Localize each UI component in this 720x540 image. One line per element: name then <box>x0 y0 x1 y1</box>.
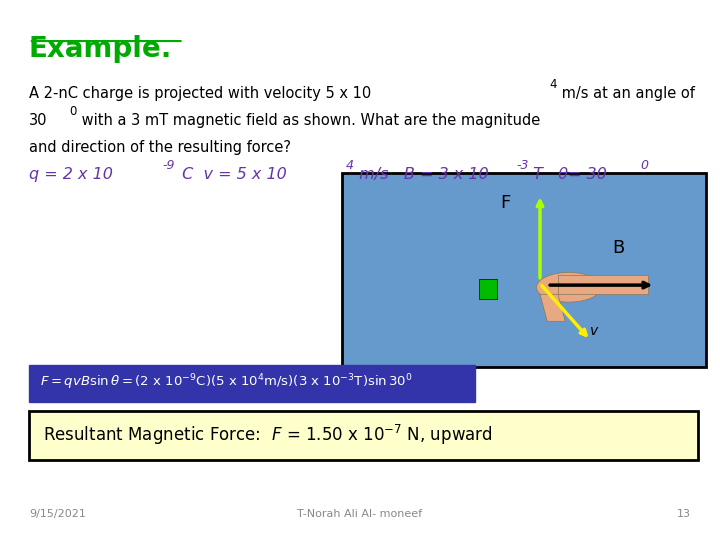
Bar <box>342 173 706 367</box>
Text: -9: -9 <box>163 159 175 172</box>
Text: 0: 0 <box>69 105 76 118</box>
Bar <box>29 411 698 460</box>
Text: and direction of the resulting force?: and direction of the resulting force? <box>29 140 291 156</box>
Text: 30: 30 <box>29 113 48 129</box>
Text: T   θ= 30: T θ= 30 <box>528 167 606 183</box>
Text: 0: 0 <box>640 159 648 172</box>
Text: 4: 4 <box>549 78 557 91</box>
Text: C  v = 5 x 10: C v = 5 x 10 <box>177 167 287 183</box>
Text: q = 2 x 10: q = 2 x 10 <box>29 167 112 183</box>
Text: -3: -3 <box>516 159 528 172</box>
Text: Resultant Magnetic Force:  $F$ = 1.50 x 10$^{-7}$ N, upward: Resultant Magnetic Force: $F$ = 1.50 x 1… <box>43 423 492 447</box>
Text: 4: 4 <box>346 159 354 172</box>
Text: A 2-nC charge is projected with velocity 5 x 10: A 2-nC charge is projected with velocity… <box>29 86 371 102</box>
Text: F: F <box>500 193 510 212</box>
Text: 13: 13 <box>678 509 691 519</box>
Polygon shape <box>540 294 565 321</box>
Text: Example.: Example. <box>29 35 172 63</box>
Text: B: B <box>612 239 624 258</box>
Bar <box>479 279 497 299</box>
Bar <box>29 364 475 402</box>
Text: m/s at an angle of: m/s at an angle of <box>557 86 695 102</box>
Text: v: v <box>590 324 598 338</box>
Text: T-Norah Ali Al- moneef: T-Norah Ali Al- moneef <box>297 509 423 519</box>
Text: 9/15/2021: 9/15/2021 <box>29 509 86 519</box>
Ellipse shape <box>536 272 601 302</box>
Text: m/s   B = 3 x 10: m/s B = 3 x 10 <box>354 167 488 183</box>
Text: $F = qvB\sin\theta = (2\ \mathrm{x}\ 10^{-9}\mathrm{C})(5\ \mathrm{x}\ 10^{4}\ma: $F = qvB\sin\theta = (2\ \mathrm{x}\ 10^… <box>40 373 413 392</box>
Text: with a 3 mT magnetic field as shown. What are the magnitude: with a 3 mT magnetic field as shown. Wha… <box>77 113 540 129</box>
Polygon shape <box>558 275 648 294</box>
